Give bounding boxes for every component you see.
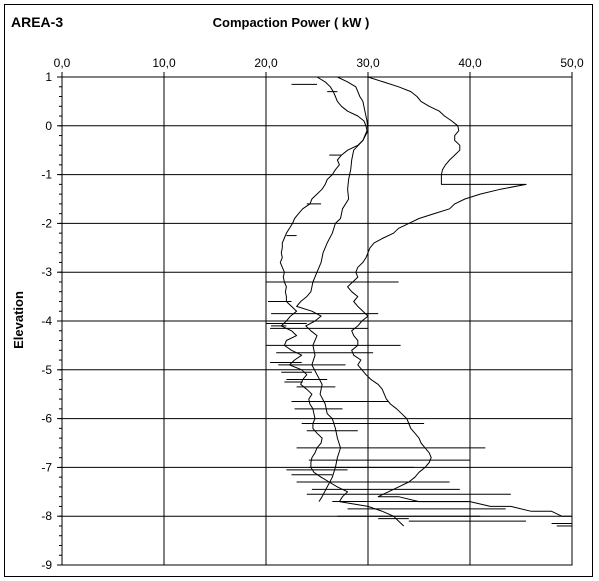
x-tick-label: 30,0 — [356, 56, 380, 70]
x-tick-label: 10,0 — [152, 56, 176, 70]
y-tick-label: -6 — [41, 412, 52, 426]
series-lines — [279, 76, 572, 527]
x-tick-label: 0,0 — [54, 56, 71, 70]
y-tick-label: 1 — [45, 70, 52, 84]
grid — [61, 76, 573, 566]
chart-title: Compaction Power ( kW ) — [213, 15, 370, 30]
x-tick-label: 50,0 — [560, 56, 584, 70]
y-tick-label: -3 — [41, 265, 52, 279]
y-tick-label: -4 — [41, 314, 52, 328]
chart-frame: AREA-3 Compaction Power ( kW ) Elevation… — [4, 4, 593, 577]
y-tick-label: -5 — [41, 363, 52, 377]
chart-svg: AREA-3 Compaction Power ( kW ) Elevation… — [11, 14, 584, 572]
spike-marks — [266, 83, 572, 527]
y-tick-label: -8 — [41, 509, 52, 523]
x-tick-label: 40,0 — [458, 56, 482, 70]
y-tick-label: -2 — [41, 216, 52, 230]
x-axis-ticks: 0,0 10,0 20,0 30,0 40,0 50,0 — [54, 56, 584, 77]
series-line-1 — [279, 76, 405, 527]
y-tick-label: -1 — [41, 168, 52, 182]
y-tick-label: -7 — [41, 460, 52, 474]
y-axis-label: Elevation — [11, 291, 26, 349]
chart-area-label: AREA-3 — [11, 14, 63, 30]
y-axis-ticks: 1 0 -1 -2 -3 -4 -5 -6 -7 -8 -9 — [41, 70, 62, 572]
y-tick-label: -9 — [41, 558, 52, 572]
series-line-2 — [296, 76, 369, 502]
series-line-3 — [347, 76, 572, 517]
y-tick-label: 0 — [45, 119, 52, 133]
x-tick-label: 20,0 — [254, 56, 278, 70]
